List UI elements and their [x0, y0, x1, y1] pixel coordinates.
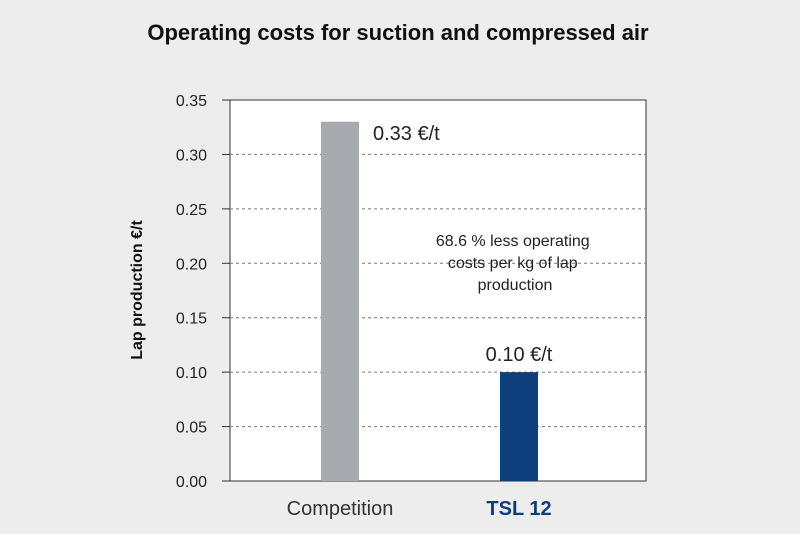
y-tick-label: 0.05 — [176, 420, 207, 437]
annotation-text: 68.6 % less operating costs per kg of la… — [436, 233, 594, 294]
data-label: 0.33 €/t — [373, 123, 440, 145]
y-tick-label: 0.30 — [176, 147, 207, 164]
y-tick-label: 0.35 — [176, 93, 207, 110]
annotation-line: costs per kg of lap — [448, 255, 578, 272]
data-labels: 0.33 €/t 0.10 €/t — [373, 123, 553, 366]
bar — [321, 121, 359, 482]
annotation-line: 68.6 % less operating — [436, 233, 590, 250]
x-tick-label: Competition — [287, 498, 394, 520]
y-tick-label: 0.10 — [176, 365, 207, 382]
bar — [500, 372, 538, 481]
x-tick-label: TSL 12 — [486, 498, 551, 520]
y-tick-label: 0.20 — [176, 256, 207, 273]
data-label: 0.10 €/t — [486, 344, 553, 366]
y-tick-label: 0.15 — [176, 311, 207, 328]
x-axis-ticks: Competition TSL 12 — [287, 498, 552, 520]
annotation-line: production — [478, 277, 553, 294]
plot-area — [229, 99, 647, 482]
bars — [321, 121, 538, 482]
y-axis-ticks: 0.00 0.05 0.10 0.15 0.20 0.25 0.30 0.35 — [176, 93, 230, 491]
y-axis-label: Lap production €/t — [129, 220, 146, 360]
chart-title: Operating costs for suction and compress… — [147, 20, 649, 45]
y-tick-label: 0.00 — [176, 474, 207, 491]
y-tick-label: 0.25 — [176, 202, 207, 219]
